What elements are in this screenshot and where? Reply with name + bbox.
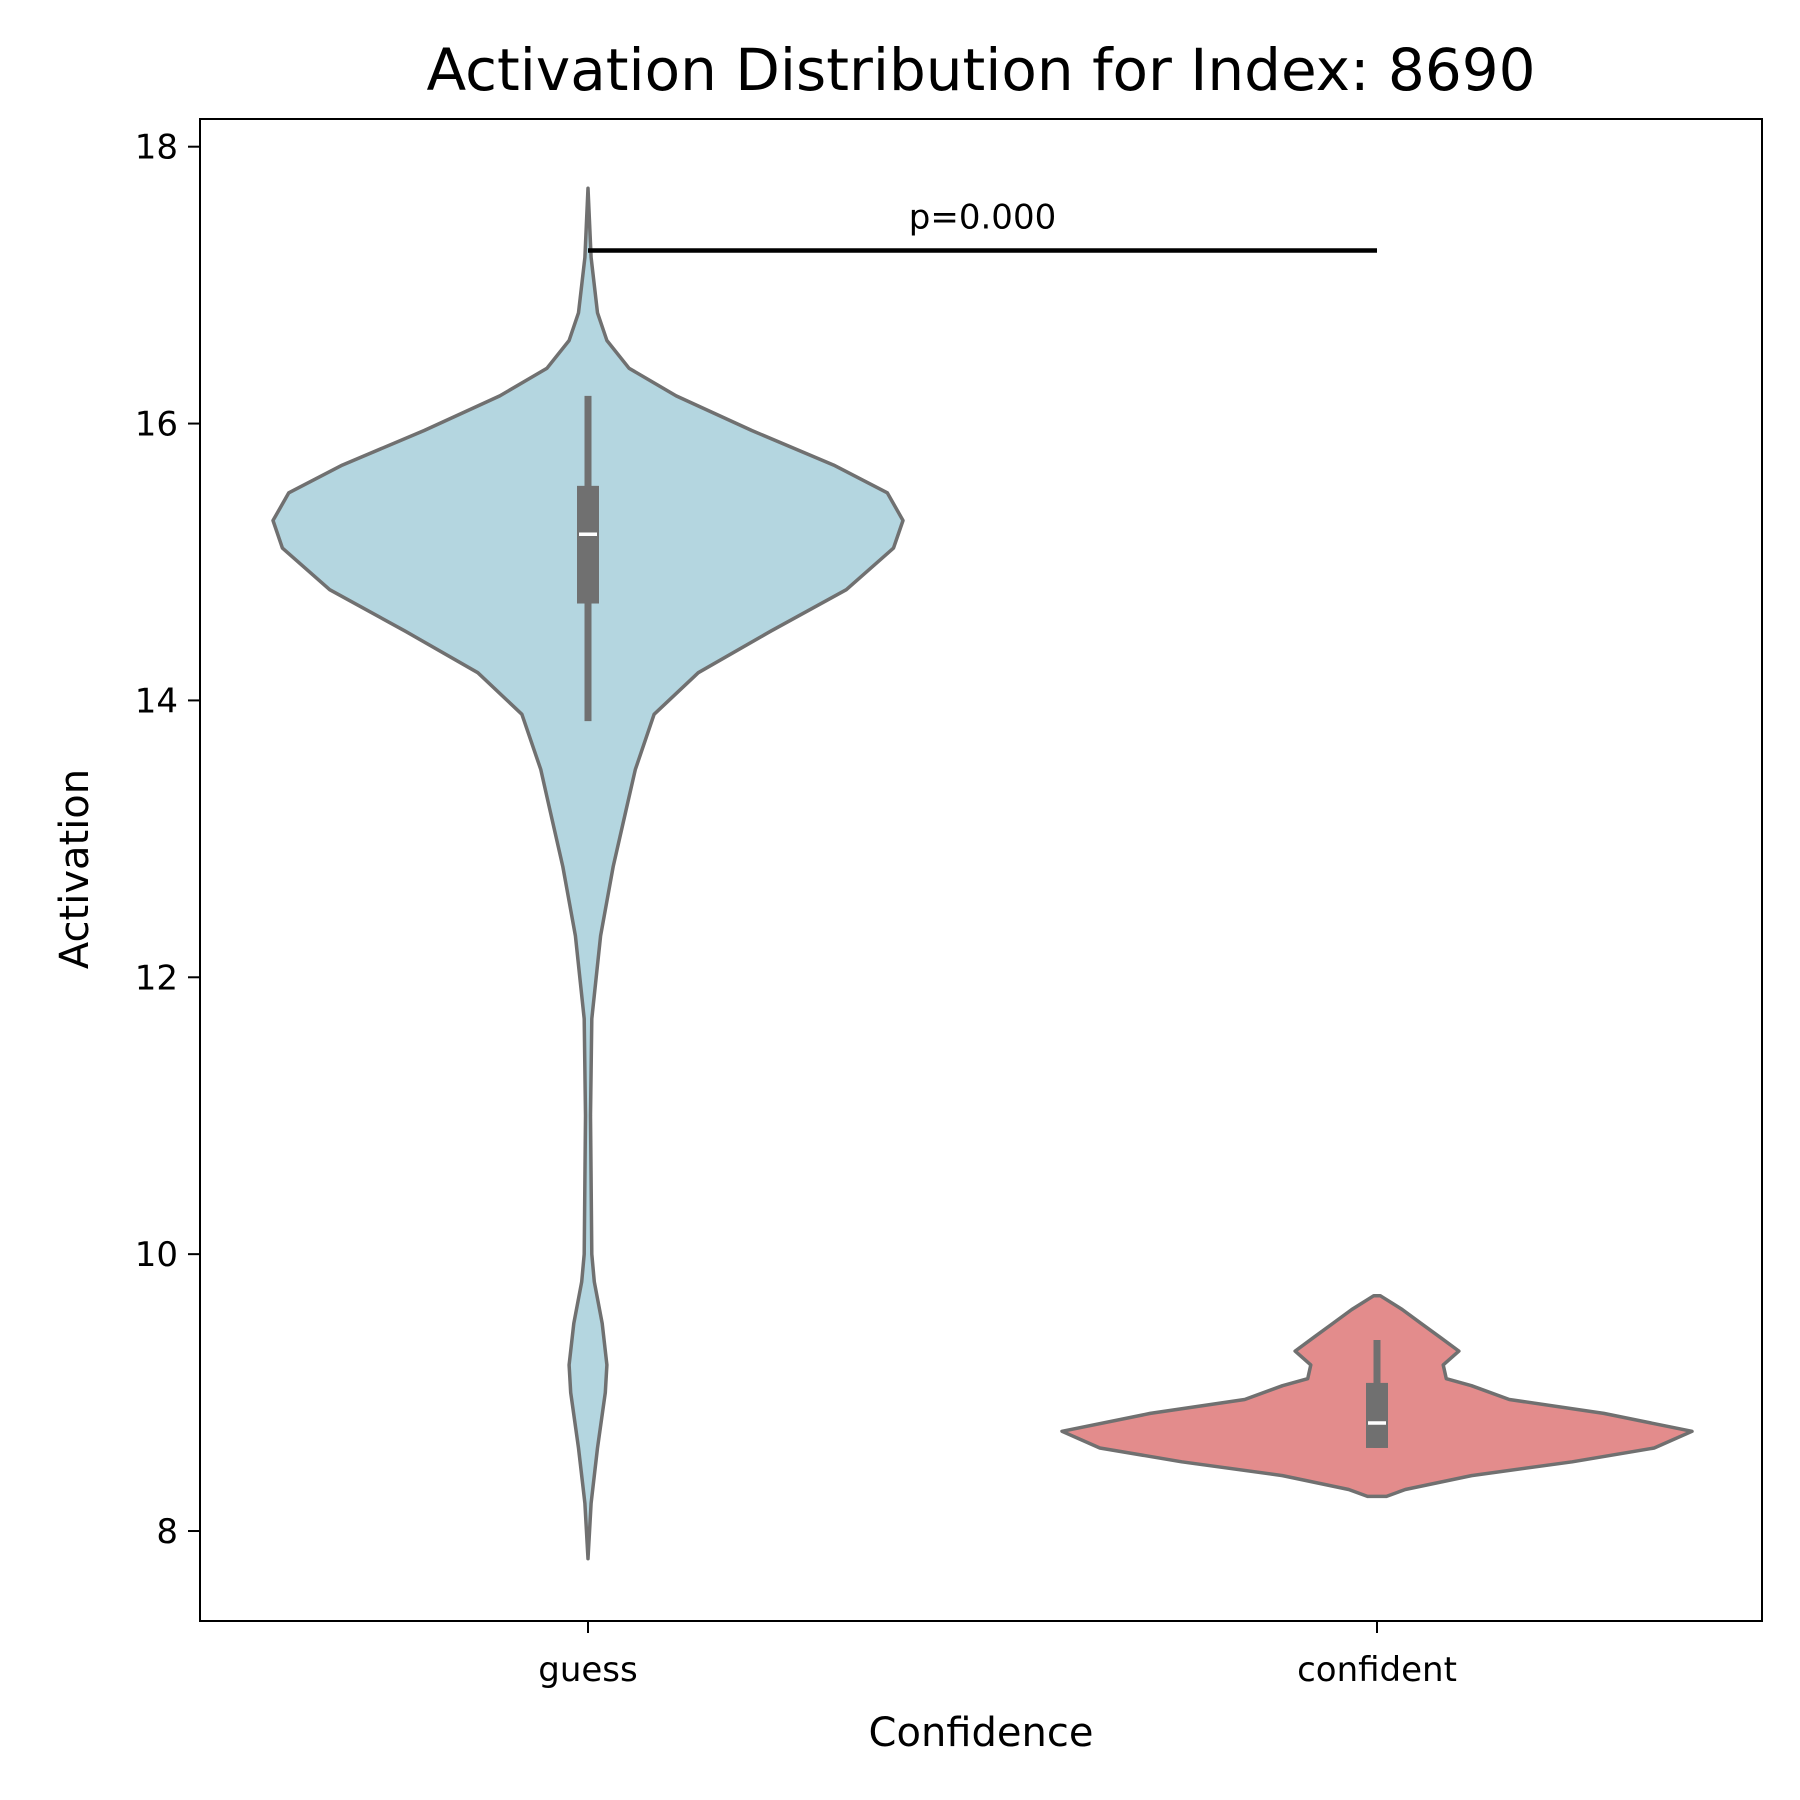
chart-title: Activation Distribution for Index: 8690 — [426, 36, 1535, 104]
iqr-box-guess — [577, 485, 599, 604]
p-value-label: p=0.000 — [909, 198, 1056, 238]
violin-guess — [271, 186, 905, 1561]
y-ticks: 8 10 12 14 16 18 — [135, 128, 200, 1552]
violins-layer — [271, 186, 1694, 1561]
y-tick-label: 12 — [135, 958, 178, 998]
x-tick-label-guess: guess — [538, 1650, 637, 1690]
y-axis-label: Activation — [52, 769, 98, 969]
plot-frame — [199, 118, 1763, 1622]
y-tick-label: 14 — [135, 681, 178, 721]
x-tick-label-confident: confident — [1297, 1650, 1457, 1690]
y-tick-label: 18 — [135, 128, 178, 168]
x-ticks: guess confident — [538, 1621, 1457, 1690]
y-tick-label: 8 — [156, 1512, 178, 1552]
iqr-box-confident — [1366, 1382, 1388, 1448]
y-tick-label: 16 — [135, 405, 178, 445]
significance-annotation: p=0.000 — [588, 198, 1377, 253]
x-axis-label: Confidence — [869, 1710, 1094, 1756]
y-tick-label: 10 — [135, 1235, 178, 1275]
